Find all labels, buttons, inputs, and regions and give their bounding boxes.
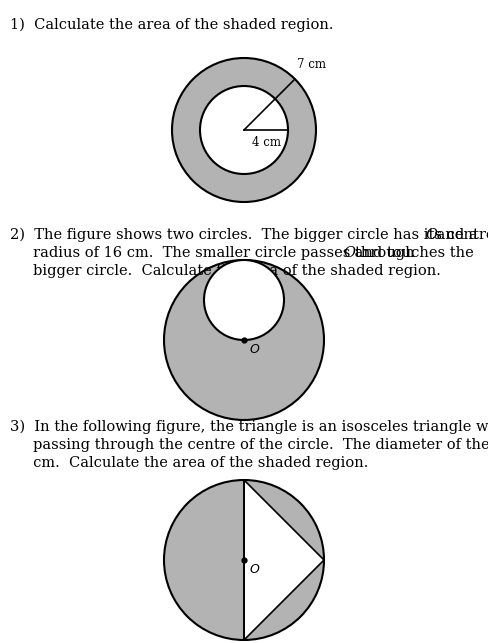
- Text: cm.  Calculate the area of the shaded region.: cm. Calculate the area of the shaded reg…: [10, 456, 368, 470]
- Polygon shape: [244, 480, 324, 640]
- Text: 4 cm: 4 cm: [251, 136, 281, 149]
- Circle shape: [204, 260, 284, 340]
- Text: 3)  In the following figure, the triangle is an isosceles triangle with its base: 3) In the following figure, the triangle…: [10, 420, 488, 435]
- Circle shape: [172, 58, 316, 202]
- Circle shape: [164, 260, 324, 420]
- Text: O: O: [344, 246, 355, 260]
- Text: 1)  Calculate the area of the shaded region.: 1) Calculate the area of the shaded regi…: [10, 18, 333, 32]
- Text: $O$: $O$: [249, 563, 260, 576]
- Text: radius of 16 cm.  The smaller circle passes through: radius of 16 cm. The smaller circle pass…: [10, 246, 419, 260]
- Text: and a: and a: [432, 228, 478, 242]
- Text: and touches the: and touches the: [350, 246, 474, 260]
- Circle shape: [164, 480, 324, 640]
- Circle shape: [200, 86, 288, 174]
- Text: 7 cm: 7 cm: [297, 58, 326, 71]
- Text: bigger circle.  Calculate the area of the shaded region.: bigger circle. Calculate the area of the…: [10, 264, 441, 278]
- Text: O: O: [426, 228, 437, 242]
- Text: passing through the centre of the circle.  The diameter of the circle is 40: passing through the centre of the circle…: [10, 438, 488, 452]
- Text: $O$: $O$: [249, 343, 260, 356]
- Text: 2)  The figure shows two circles.  The bigger circle has its centre at: 2) The figure shows two circles. The big…: [10, 228, 488, 242]
